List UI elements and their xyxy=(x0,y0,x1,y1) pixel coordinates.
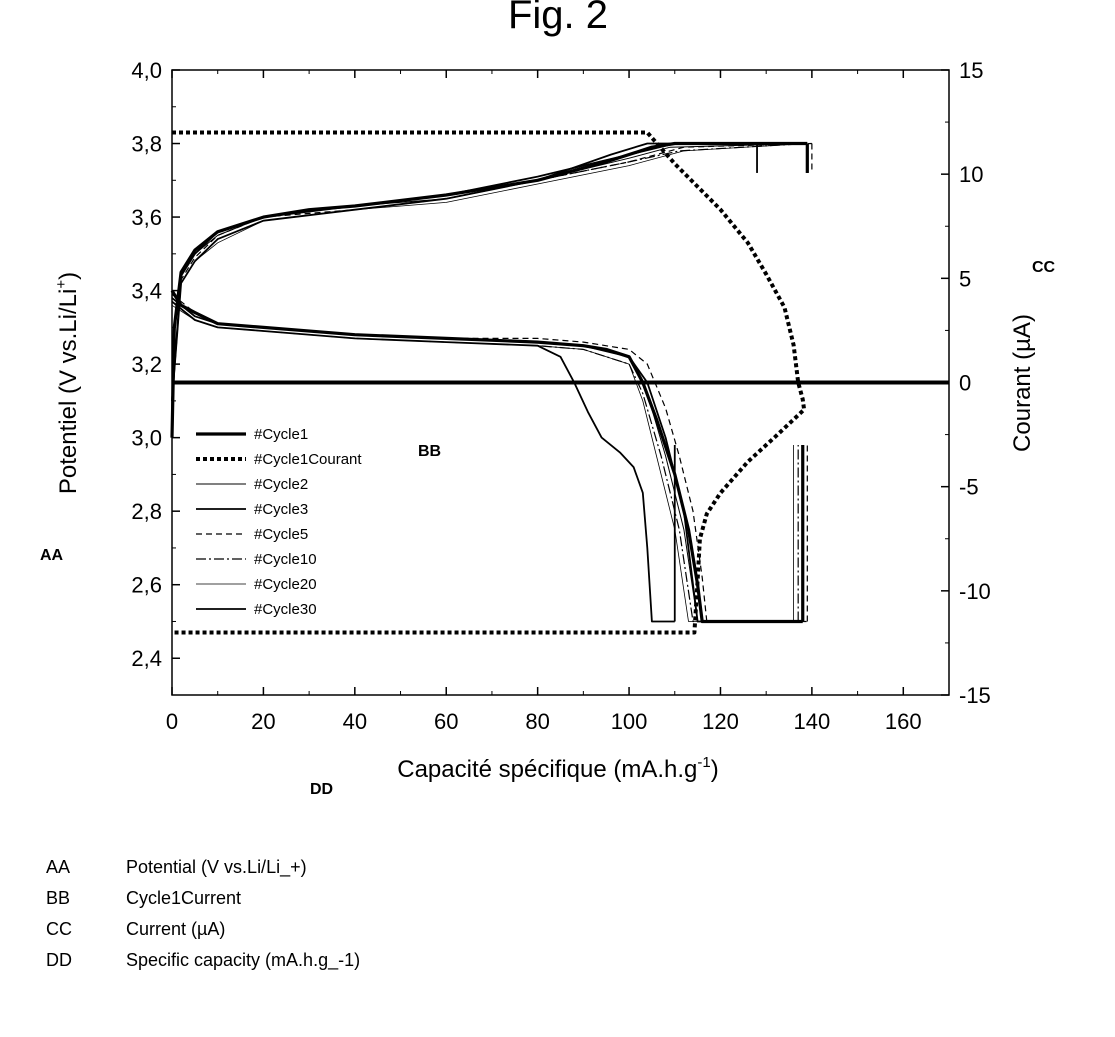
y-tick-label: 3,8 xyxy=(131,132,162,157)
x-tick-label: 40 xyxy=(343,709,367,734)
y-tick-label: 2,6 xyxy=(131,573,162,598)
series-cycle30-discharge-line xyxy=(171,300,675,623)
y2-tick-label: 0 xyxy=(959,371,971,396)
y-tick-label: 3,6 xyxy=(131,205,162,230)
y-tick-label: 2,8 xyxy=(131,499,162,524)
legend: #Cycle1 #Cycle1Courant #Cycle2 #Cycle3 #Cycl… xyxy=(196,426,362,618)
annotation-dd: DD xyxy=(310,781,333,798)
key-code: CC xyxy=(46,919,72,939)
key-row: AA Potential (V vs.Li/Li_+) xyxy=(46,852,360,883)
key-code: DD xyxy=(46,950,72,970)
key-text: Current (µA) xyxy=(126,919,226,939)
key-row: BB Cycle1Current xyxy=(46,883,360,914)
y2-tick-label: 10 xyxy=(959,162,983,187)
series-cycle1courant-line xyxy=(172,130,807,635)
key-row: DD Specific capacity (mA.h.g_-1) xyxy=(46,945,360,976)
series-cycle5-discharge-line xyxy=(171,293,808,623)
y2-tick-label: 15 xyxy=(959,58,983,83)
x-tick-label: 120 xyxy=(702,709,739,734)
legend-label: #Cycle10 xyxy=(254,551,317,568)
y2-axis-ticks: -15 -10 -5 0 5 10 15 xyxy=(941,58,991,708)
series-cycle30-charge-line xyxy=(171,142,757,401)
x-tick-label: 160 xyxy=(885,709,922,734)
y-axis-ticks: 2,4 2,6 2,8 3,0 3,2 3,4 3,6 3,8 4,0 xyxy=(131,58,180,671)
x-axis-label: Capacité spécifique (mA.h.g-1) xyxy=(397,754,719,783)
annotation-aa: AA xyxy=(40,547,64,564)
series-layer xyxy=(170,130,813,635)
y2-axis-label: Courant (µA) xyxy=(1009,314,1036,452)
y-axis-label: Potentiel (V vs.Li/Li+) xyxy=(53,272,82,494)
y2-tick-label: -10 xyxy=(959,579,991,604)
key-code: BB xyxy=(46,888,71,908)
annotation-cc: CC xyxy=(1032,259,1056,276)
figure-title: Fig. 2 xyxy=(508,0,608,37)
key-text: Potential (V vs.Li/Li_+) xyxy=(126,857,307,877)
series-cycle10-charge-line xyxy=(171,142,808,401)
legend-label: #Cycle20 xyxy=(254,576,317,593)
x-tick-label: 20 xyxy=(251,709,275,734)
y-tick-label: 3,0 xyxy=(131,426,162,451)
series-cycle1-charge-line xyxy=(170,141,808,438)
legend-label: #Cycle5 xyxy=(254,526,308,543)
x-axis-ticks: 0 20 40 60 80 100 120 140 160 xyxy=(166,70,922,734)
legend-label: #Cycle2 xyxy=(254,476,308,493)
y-tick-label: 4,0 xyxy=(131,58,162,83)
y2-tick-label: -15 xyxy=(959,683,991,708)
legend-label: #Cycle30 xyxy=(254,601,317,618)
y2-tick-label: -5 xyxy=(959,475,979,500)
x-tick-label: 80 xyxy=(525,709,549,734)
key-text: Specific capacity (mA.h.g_-1) xyxy=(126,950,361,970)
series-cycle5-charge-line xyxy=(171,142,812,401)
y-tick-label: 2,4 xyxy=(131,646,162,671)
legend-label: #Cycle1Courant xyxy=(254,451,362,468)
key-code: AA xyxy=(46,857,71,877)
annotation-bb: BB xyxy=(418,443,441,460)
series-cycle2-charge-line xyxy=(171,143,808,401)
y-tick-label: 3,4 xyxy=(131,279,162,304)
reference-key: AA Potential (V vs.Li/Li_+) BB Cycle1Curre… xyxy=(46,852,360,976)
y2-tick-label: 5 xyxy=(959,266,971,291)
y-tick-label: 3,2 xyxy=(131,352,162,377)
key-text: Cycle1Current xyxy=(126,888,242,908)
x-tick-label: 100 xyxy=(611,709,648,734)
x-tick-label: 140 xyxy=(794,709,831,734)
series-cycle3-charge-line xyxy=(171,142,808,401)
x-tick-label: 60 xyxy=(434,709,458,734)
legend-label: #Cycle3 xyxy=(254,501,308,518)
x-tick-label: 0 xyxy=(166,709,178,734)
legend-label: #Cycle1 xyxy=(254,426,308,443)
series-cycle20-charge-line xyxy=(171,143,808,401)
key-row: CC Current (µA) xyxy=(46,914,360,945)
